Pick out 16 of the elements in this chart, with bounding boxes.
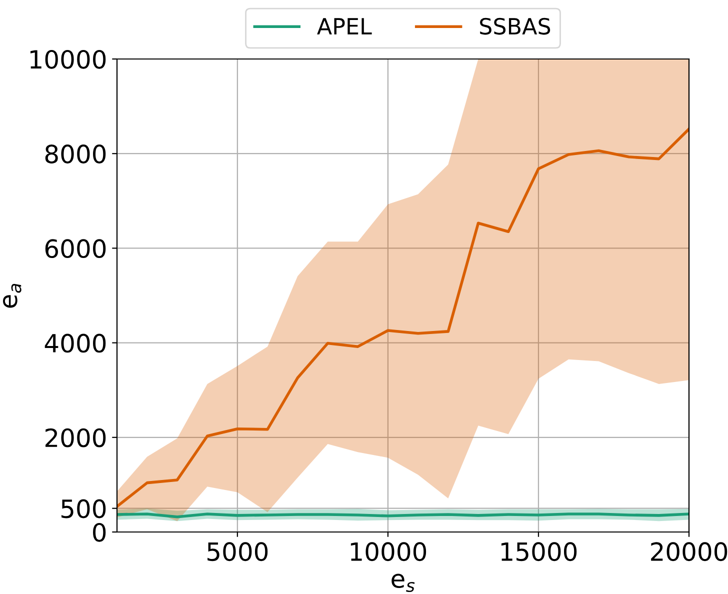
y-axis-title: e$_{a}$ — [2, 284, 22, 308]
y-tick-label: 4000 — [44, 334, 106, 353]
legend-label: APEL — [317, 18, 372, 34]
x-tick-label: 15000 — [501, 542, 577, 562]
y-tick-label: 2000 — [45, 428, 106, 448]
x-tick-label: 10000 — [350, 542, 426, 562]
y-tick-label: 8000 — [45, 144, 106, 164]
y-tick-label: 10000 — [30, 50, 106, 69]
line-series — [117, 128, 689, 508]
y-tick-label: 6000 — [45, 239, 106, 258]
x-tick-label: 20000 — [651, 542, 728, 562]
x-tick-label: 5000 — [208, 542, 268, 562]
y-tick-label: 0 — [93, 522, 106, 542]
y-tick-label: 500 — [61, 499, 106, 518]
legend-label: SSBAS — [480, 18, 550, 35]
x-axis-title: e$_{s}$ — [392, 574, 415, 592]
